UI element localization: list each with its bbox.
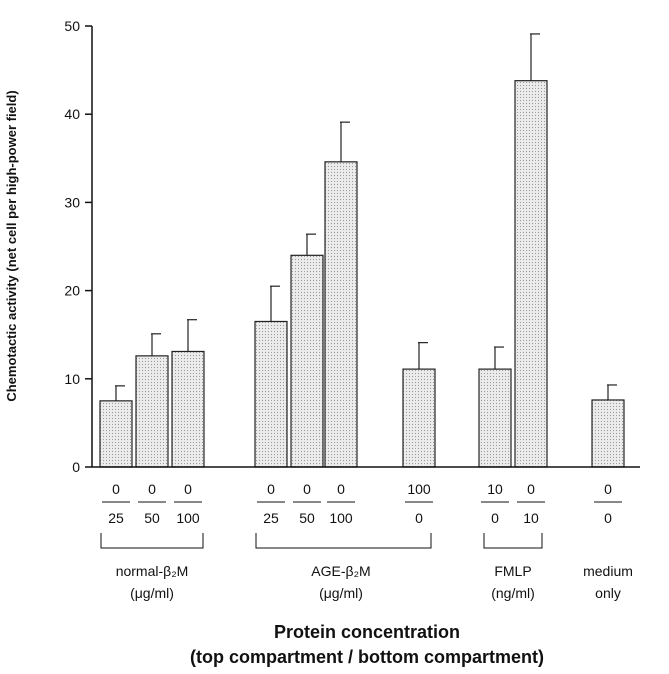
group-unit-label: only <box>595 585 621 601</box>
bar <box>478 368 512 468</box>
x-axis-label-line1: Protein concentration <box>274 622 460 642</box>
bar-top-conc: 0 <box>148 481 156 497</box>
group-bracket <box>255 533 432 549</box>
bar-bottom-conc: 0 <box>415 510 423 526</box>
bar-bottom-conc: 100 <box>176 510 200 526</box>
x-axis-label-line2: (top compartment / bottom compartment) <box>190 647 544 667</box>
bar-top-conc: 0 <box>112 481 120 497</box>
bar <box>514 80 548 468</box>
bar-top-conc: 10 <box>487 481 503 497</box>
group-label: FMLP <box>494 563 531 579</box>
y-tick-label: 40 <box>64 106 80 122</box>
group-bracket <box>100 533 204 549</box>
bar-bottom-conc: 0 <box>604 510 612 526</box>
bar <box>290 254 324 468</box>
group-label: medium <box>583 563 633 579</box>
bar-top-conc: 0 <box>337 481 345 497</box>
bar-bottom-conc: 10 <box>523 510 539 526</box>
group-bracket <box>483 533 543 549</box>
bar-top-conc: 0 <box>267 481 275 497</box>
bar <box>171 350 205 468</box>
bar <box>591 399 625 468</box>
bar-bottom-conc: 25 <box>108 510 124 526</box>
bar <box>99 400 133 468</box>
bar <box>402 368 436 468</box>
bar-top-conc: 0 <box>527 481 535 497</box>
y-tick-label: 0 <box>72 459 80 475</box>
y-tick-label: 30 <box>64 194 80 210</box>
bar-top-conc: 0 <box>604 481 612 497</box>
y-tick-label: 10 <box>64 371 80 387</box>
bar <box>135 355 169 468</box>
bar-bottom-conc: 0 <box>491 510 499 526</box>
group-label: AGE-β₂M <box>311 563 370 579</box>
bar-top-conc: 0 <box>184 481 192 497</box>
y-tick-label: 50 <box>64 18 80 34</box>
bar-bottom-conc: 50 <box>144 510 160 526</box>
y-axis-label: Chemotactic activity (net cell per high-… <box>4 90 19 401</box>
bar-top-conc: 100 <box>407 481 431 497</box>
bar-bottom-conc: 50 <box>299 510 315 526</box>
bar <box>254 320 288 468</box>
group-unit-label: (ng/ml) <box>491 585 535 601</box>
bar-top-conc: 0 <box>303 481 311 497</box>
bar <box>324 161 358 468</box>
group-label: normal-β₂M <box>116 563 189 579</box>
y-tick-label: 20 <box>64 283 80 299</box>
bar-bottom-conc: 100 <box>329 510 353 526</box>
group-unit-label: (μg/ml) <box>130 585 174 601</box>
y-axis: 0 10 20 30 40 50 <box>64 18 93 475</box>
group-unit-label: (μg/ml) <box>319 585 363 601</box>
bar-bottom-conc: 25 <box>263 510 279 526</box>
